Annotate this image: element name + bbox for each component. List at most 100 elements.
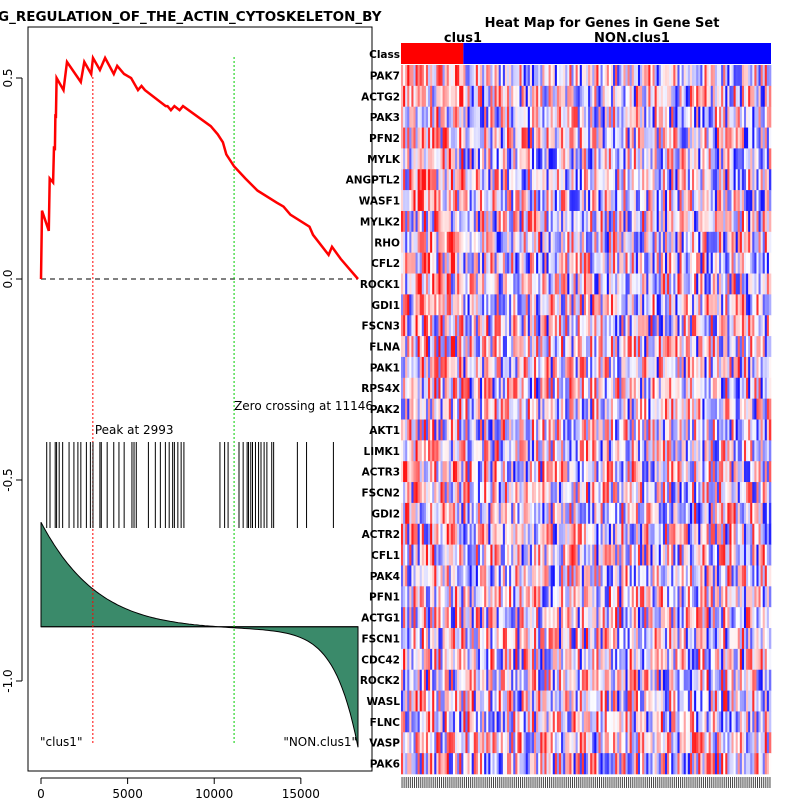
heat-cell (748, 148, 751, 170)
heat-cell (496, 523, 499, 545)
heat-cell (457, 273, 460, 295)
heat-cell (554, 607, 558, 629)
heat-cell (577, 482, 581, 504)
heat-cell (752, 523, 755, 545)
heat-cell (760, 377, 763, 399)
heat-cell (419, 148, 423, 170)
heat-cell (409, 315, 412, 337)
heat-cell (548, 544, 551, 566)
heat-cell (430, 565, 433, 587)
heat-cell (662, 377, 666, 399)
heat-cell (440, 398, 443, 420)
heat-cell (550, 607, 554, 629)
heat-cell (760, 523, 763, 545)
heat-cell (473, 106, 477, 128)
heat-cell (729, 607, 732, 629)
heat-cell (511, 607, 514, 629)
heat-cell (534, 336, 537, 358)
heat-cell (712, 482, 716, 504)
heat-cell (721, 356, 724, 379)
heat-cell (733, 190, 736, 212)
heat-cell (669, 148, 672, 170)
heat-cell (694, 190, 697, 212)
heat-cell (488, 336, 491, 358)
heat-cell (712, 210, 716, 233)
heat-cell (623, 231, 626, 253)
heat-cell (700, 356, 703, 379)
heat-cell (681, 440, 684, 462)
heat-cell (567, 502, 570, 525)
heat-cell (579, 461, 583, 483)
heat-cell (575, 523, 578, 545)
heat-cell (534, 419, 537, 441)
heat-cell (625, 502, 628, 525)
heat-cell (708, 482, 712, 504)
heat-cell (534, 544, 537, 566)
heat-cell (509, 377, 512, 399)
heat-cell (558, 294, 562, 316)
heat-cell (430, 377, 433, 399)
heat-cell (527, 377, 531, 399)
heat-cell (583, 586, 587, 608)
plot-frame (27, 26, 373, 772)
heat-cell (486, 252, 489, 274)
heat-cell (484, 169, 487, 191)
heat-cell (430, 419, 433, 441)
heat-cell (635, 356, 639, 379)
heat-cell (496, 461, 499, 483)
heat-cell (423, 523, 427, 545)
heat-cell (714, 565, 718, 587)
heat-cell (625, 148, 628, 170)
heat-cell (654, 336, 657, 358)
heat-cell (428, 523, 431, 545)
heat-cell (417, 315, 421, 337)
heat-cell (592, 565, 595, 587)
heat-cell (546, 377, 549, 399)
heat-cell (531, 106, 535, 128)
heat-cell (604, 586, 608, 608)
heat-cell (415, 169, 418, 191)
heat-cell (721, 502, 724, 525)
heat-cell (577, 127, 581, 149)
heat-cell (482, 294, 485, 316)
heat-cell (698, 315, 701, 337)
heat-cell (621, 127, 624, 149)
heat-cell (405, 231, 408, 253)
heat-cell (692, 210, 695, 233)
heat-cell (525, 461, 529, 483)
heat-cell (739, 294, 743, 316)
heat-cell (417, 461, 421, 483)
heat-cell (644, 273, 647, 295)
heat-cell (494, 127, 497, 149)
heat-cell (731, 148, 734, 170)
heat-cell (662, 315, 666, 337)
heat-cell (554, 294, 558, 316)
heat-cell (409, 544, 412, 566)
heat-cell (417, 398, 421, 420)
heat-cell (498, 127, 502, 149)
heat-cell (727, 482, 730, 504)
heat-cell (469, 565, 472, 587)
heat-cell (469, 127, 472, 149)
heat-cell (401, 440, 404, 462)
heat-cell (463, 628, 466, 650)
heat-cell (477, 523, 481, 545)
heat-cell (700, 502, 703, 525)
heat-cell (764, 169, 768, 191)
heat-cell (515, 127, 518, 149)
heat-cell (650, 85, 653, 107)
heat-cell (421, 419, 425, 441)
heat-cell (635, 106, 639, 128)
heat-cell (515, 294, 518, 316)
heat-cell (536, 356, 539, 379)
heat-cell (565, 273, 568, 295)
heat-cell (469, 210, 472, 233)
heat-cell (440, 544, 443, 566)
heat-cell (662, 85, 666, 107)
heat-cell (554, 565, 558, 587)
heat-cell (421, 607, 425, 629)
heat-cell (538, 273, 541, 295)
heat-cell (727, 85, 730, 107)
heat-cell (683, 231, 687, 253)
heat-cell (417, 273, 421, 295)
